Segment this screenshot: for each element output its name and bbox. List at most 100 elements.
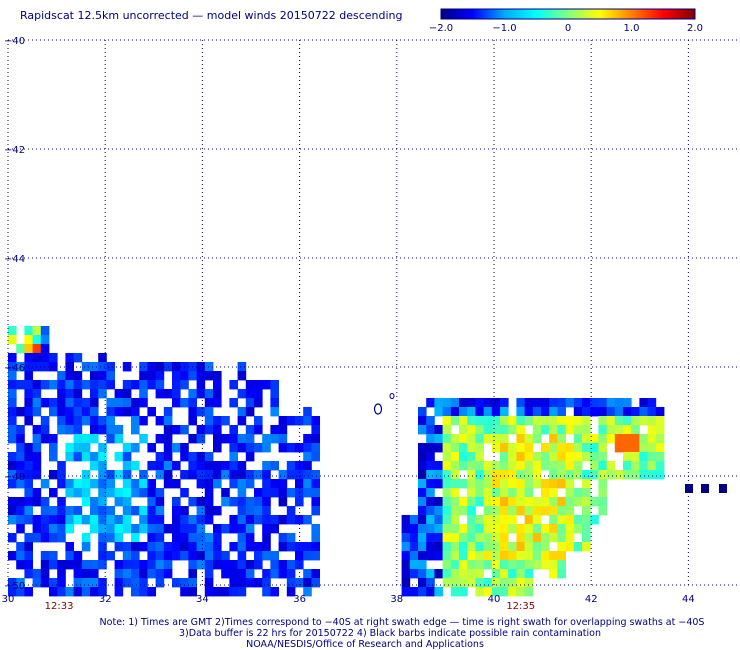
wind-cell — [180, 380, 189, 390]
wind-cell — [180, 542, 189, 552]
wind-cell — [565, 416, 575, 426]
wind-cell — [147, 371, 156, 381]
wind-cell — [204, 416, 214, 426]
wind-cell — [450, 416, 460, 426]
wind-cell — [262, 497, 271, 507]
wind-cell — [311, 425, 320, 435]
wind-cell — [114, 587, 124, 597]
wind-cell — [32, 488, 42, 498]
wind-cell — [155, 551, 165, 561]
wind-cell — [623, 434, 632, 444]
wind-cell — [434, 524, 443, 534]
wind-cell — [278, 542, 288, 552]
colorbar-tick-label: 0 — [565, 23, 571, 34]
wind-cell — [434, 434, 443, 444]
wind-cell — [606, 416, 616, 426]
wind-cell — [590, 470, 599, 480]
wind-cell — [524, 506, 534, 516]
wind-cell — [139, 524, 148, 534]
wind-cell — [623, 452, 632, 462]
wind-cell — [98, 506, 107, 516]
wind-cell — [16, 542, 25, 552]
wind-cell — [573, 461, 583, 471]
wind-cell — [508, 515, 517, 525]
wind-cell — [73, 569, 83, 579]
wind-cell — [106, 434, 115, 444]
wind-cell — [719, 484, 727, 493]
wind-cell — [188, 398, 197, 408]
wind-cell — [16, 344, 25, 354]
wind-cell — [467, 470, 476, 480]
wind-cell — [147, 542, 156, 552]
wind-cell — [254, 443, 263, 453]
wind-cell — [639, 461, 648, 471]
wind-cell — [114, 524, 124, 534]
wind-cell — [106, 515, 115, 525]
wind-cell — [155, 461, 165, 471]
y-tick-label: −44 — [4, 254, 25, 265]
wind-cell — [491, 470, 501, 480]
wind-cell — [8, 551, 17, 561]
wind-cell — [245, 452, 255, 462]
wind-cell — [245, 389, 255, 399]
wind-cell — [475, 452, 484, 462]
wind-cell — [303, 470, 312, 480]
wind-cell — [16, 560, 25, 570]
wind-cell — [541, 461, 550, 471]
wind-cell — [172, 398, 181, 408]
wind-cell — [278, 488, 288, 498]
wind-cell — [237, 524, 247, 534]
wind-cell — [32, 524, 42, 534]
wind-cell — [426, 452, 435, 462]
wind-cell — [114, 398, 124, 408]
wind-cell — [196, 533, 206, 543]
wind-cell — [450, 434, 460, 444]
wind-cell — [65, 353, 74, 363]
wind-cell — [131, 560, 140, 570]
wind-cell — [647, 425, 657, 435]
wind-cell — [172, 389, 181, 399]
wind-cell — [90, 560, 99, 570]
wind-cell — [450, 461, 460, 471]
wind-cell — [303, 515, 312, 525]
contour-mark — [373, 403, 383, 415]
wind-cell — [16, 407, 25, 417]
wind-cell — [245, 515, 255, 525]
wind-cell — [229, 578, 238, 588]
wind-cell — [163, 389, 173, 399]
wind-cell — [139, 506, 148, 516]
wind-cell — [188, 533, 197, 543]
wind-cell — [213, 524, 222, 534]
wind-cell — [278, 533, 288, 543]
wind-cell — [221, 470, 230, 480]
wind-cell — [573, 470, 583, 480]
wind-cell — [524, 515, 534, 525]
wind-cell — [459, 416, 468, 426]
wind-cell — [508, 461, 517, 471]
wind-cell — [475, 488, 484, 498]
wind-cell — [8, 587, 17, 597]
wind-cell — [573, 452, 583, 462]
wind-cell — [442, 479, 452, 489]
wind-cell — [508, 542, 517, 552]
wind-cell — [631, 434, 640, 444]
wind-cell — [549, 479, 558, 489]
wind-cell — [532, 452, 542, 462]
wind-cell — [500, 407, 509, 417]
wind-cell — [409, 515, 419, 525]
wind-cell — [286, 506, 296, 516]
wind-cell — [131, 425, 140, 435]
wind-cell — [508, 443, 517, 453]
wind-cell — [475, 569, 484, 579]
wind-cell — [24, 488, 33, 498]
colorbar-tick-label: −2.0 — [429, 23, 453, 34]
wind-cell — [459, 506, 468, 516]
wind-cell — [73, 425, 83, 435]
wind-cell — [647, 434, 657, 444]
wind-cell — [418, 506, 427, 516]
wind-cell — [606, 398, 616, 408]
wind-cell — [98, 479, 107, 489]
wind-cell — [163, 452, 173, 462]
wind-cell — [73, 398, 83, 408]
wind-cell — [565, 515, 575, 525]
